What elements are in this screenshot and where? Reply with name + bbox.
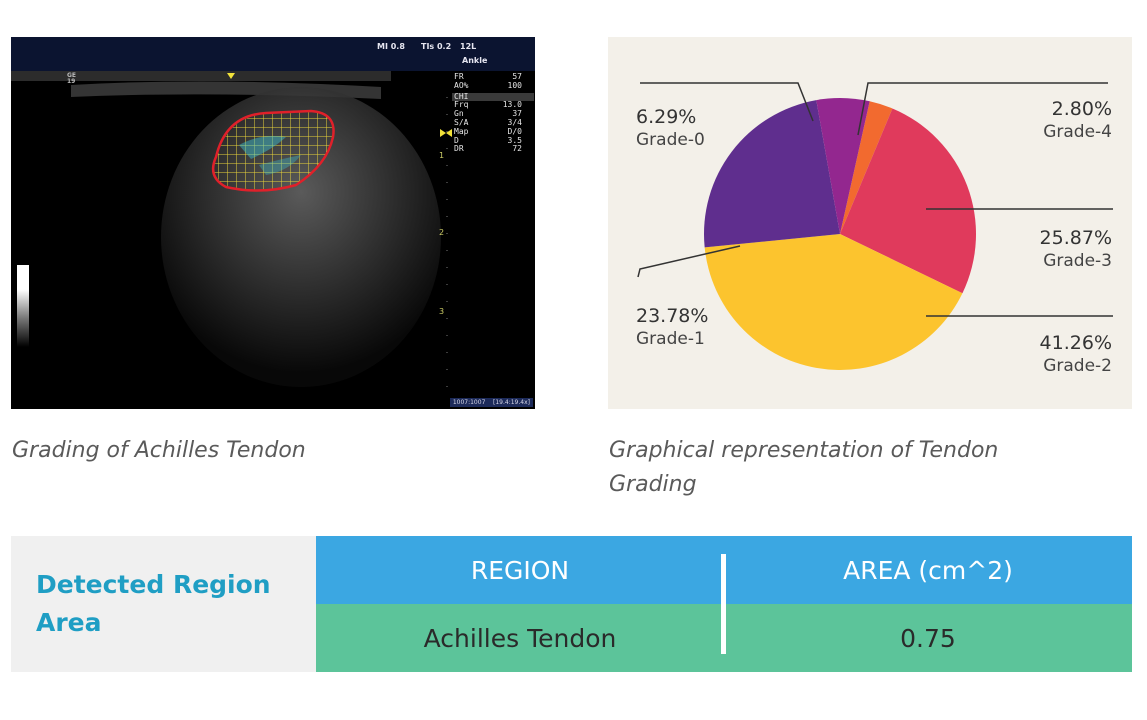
param-row: Gn 37	[452, 109, 534, 119]
slice-name: Grade-1	[636, 329, 705, 349]
probe-name: 12L	[460, 42, 477, 51]
table-side-panel: Detected Region Area	[11, 536, 316, 672]
slice-name: Grade-0	[636, 130, 705, 150]
leader-line-grade-0	[640, 82, 814, 122]
pie-label-grade-0: 6.29% Grade-0	[636, 105, 705, 151]
depth-label-1: 1	[439, 151, 445, 160]
param-key: DR	[454, 144, 464, 154]
ultrasound-header-bar: MI 0.8 TIs 0.2 12L Ankle	[11, 37, 535, 71]
param-key: D	[454, 135, 459, 145]
slice-percent: 6.29%	[636, 106, 697, 128]
pie-slice-grade-2	[704, 234, 963, 371]
detected-region-table: Detected Region Area REGION AREA (cm^2) …	[11, 536, 1132, 672]
param-key: Frq	[454, 100, 469, 110]
param-row: FR 57	[452, 72, 534, 82]
orientation-marker	[227, 73, 235, 79]
pie-caption-line-1: Graphical representation of Tendon	[609, 438, 999, 463]
depth-label-2: 2	[439, 228, 445, 237]
param-value: D/0	[507, 126, 522, 136]
param-row: D 3.5	[452, 135, 534, 146]
param-value: 13.0	[502, 100, 522, 110]
ultrasound-image: MI 0.8 TIs 0.2 12L Ankle GE 19	[11, 37, 535, 409]
param-key: CHI	[454, 91, 469, 101]
param-value: 3.5	[507, 135, 522, 145]
column-header-region: REGION	[470, 555, 570, 585]
flow-area	[259, 155, 301, 175]
param-key: FR	[454, 72, 464, 81]
ultrasound-scan	[11, 71, 452, 402]
ultrasound-parameters: FR 57 AO% 100 CHI Frq 13.0 Gn 37 S/A 3/4 Map D/0 D 3.5…	[452, 72, 534, 154]
skin-surface	[11, 71, 391, 81]
focus-marker	[440, 129, 452, 137]
pie-caption-line-2: Grading	[609, 472, 697, 497]
param-row: Map D/0	[452, 126, 534, 137]
param-row: DR 72	[452, 145, 534, 154]
cell-area: 0.75	[900, 623, 956, 653]
cell-region: Achilles Tendon	[423, 623, 617, 653]
leader-line-grade-4	[857, 82, 1108, 136]
pie-slice-grade-0	[816, 97, 870, 234]
mechanical-index: MI 0.8	[377, 42, 405, 51]
param-row: CHI	[452, 91, 534, 102]
param-row: S/A 3/4	[452, 117, 534, 128]
pie-slice-grade-1	[703, 100, 840, 248]
thermal-index: TIs 0.2	[421, 42, 452, 51]
param-key: S/A	[454, 117, 469, 127]
pie-chart	[637, 82, 1113, 371]
pie-label-grade-3: 25.87% Grade-3	[1040, 226, 1112, 272]
param-row: Frq 13.0	[452, 101, 534, 110]
param-value: 37	[512, 109, 522, 119]
param-value: 72	[512, 144, 522, 154]
param-key: AO%	[454, 80, 469, 90]
ultrasound-caption: Grading of Achilles Tendon	[12, 438, 306, 463]
grayscale-bar	[17, 265, 29, 347]
param-value: 100	[507, 80, 522, 90]
table-title-line-2: Area	[36, 608, 102, 637]
leader-line-grade-1	[637, 245, 741, 278]
pie-chart-panel: 6.29% Grade-0 2.80% Grade-4 25.87% Grade…	[608, 37, 1132, 409]
slice-percent: 2.80%	[1051, 98, 1112, 120]
column-header-area: AREA (cm^2)	[843, 555, 1013, 585]
table-title-line-1: Detected Region	[36, 570, 271, 599]
param-row: AO% 100	[452, 80, 534, 91]
slice-percent: 41.26%	[1039, 332, 1112, 354]
probe-marker-text: GE 19	[67, 72, 77, 85]
param-key: Gn	[454, 109, 464, 119]
param-value: 3/4	[507, 117, 522, 127]
pie-slice-grade-4	[840, 101, 893, 234]
pie-slice-grade-3	[840, 108, 976, 294]
slice-percent: 25.87%	[1039, 227, 1112, 249]
slice-name: Grade-2	[1043, 356, 1112, 376]
depth-label-3: 3	[439, 307, 445, 316]
preset-name: Ankle	[462, 56, 488, 65]
pie-label-grade-1: 23.78% Grade-1	[636, 304, 708, 350]
slice-name: Grade-4	[1043, 122, 1112, 142]
slice-percent: 23.78%	[636, 305, 709, 327]
param-value: 57	[512, 72, 522, 81]
table-title: Detected Region Area	[36, 566, 286, 642]
pie-label-grade-4: 2.80% Grade-4	[1043, 97, 1112, 143]
flow-area	[239, 136, 286, 159]
pie-label-grade-2: 41.26% Grade-2	[1040, 331, 1112, 377]
param-key: Map	[454, 126, 469, 136]
roi-outline	[211, 109, 335, 192]
column-divider	[721, 554, 726, 654]
ultrasound-footer-readout: 1007:1007 [19.4:19.4x]	[449, 398, 533, 407]
slice-name: Grade-3	[1043, 251, 1112, 271]
